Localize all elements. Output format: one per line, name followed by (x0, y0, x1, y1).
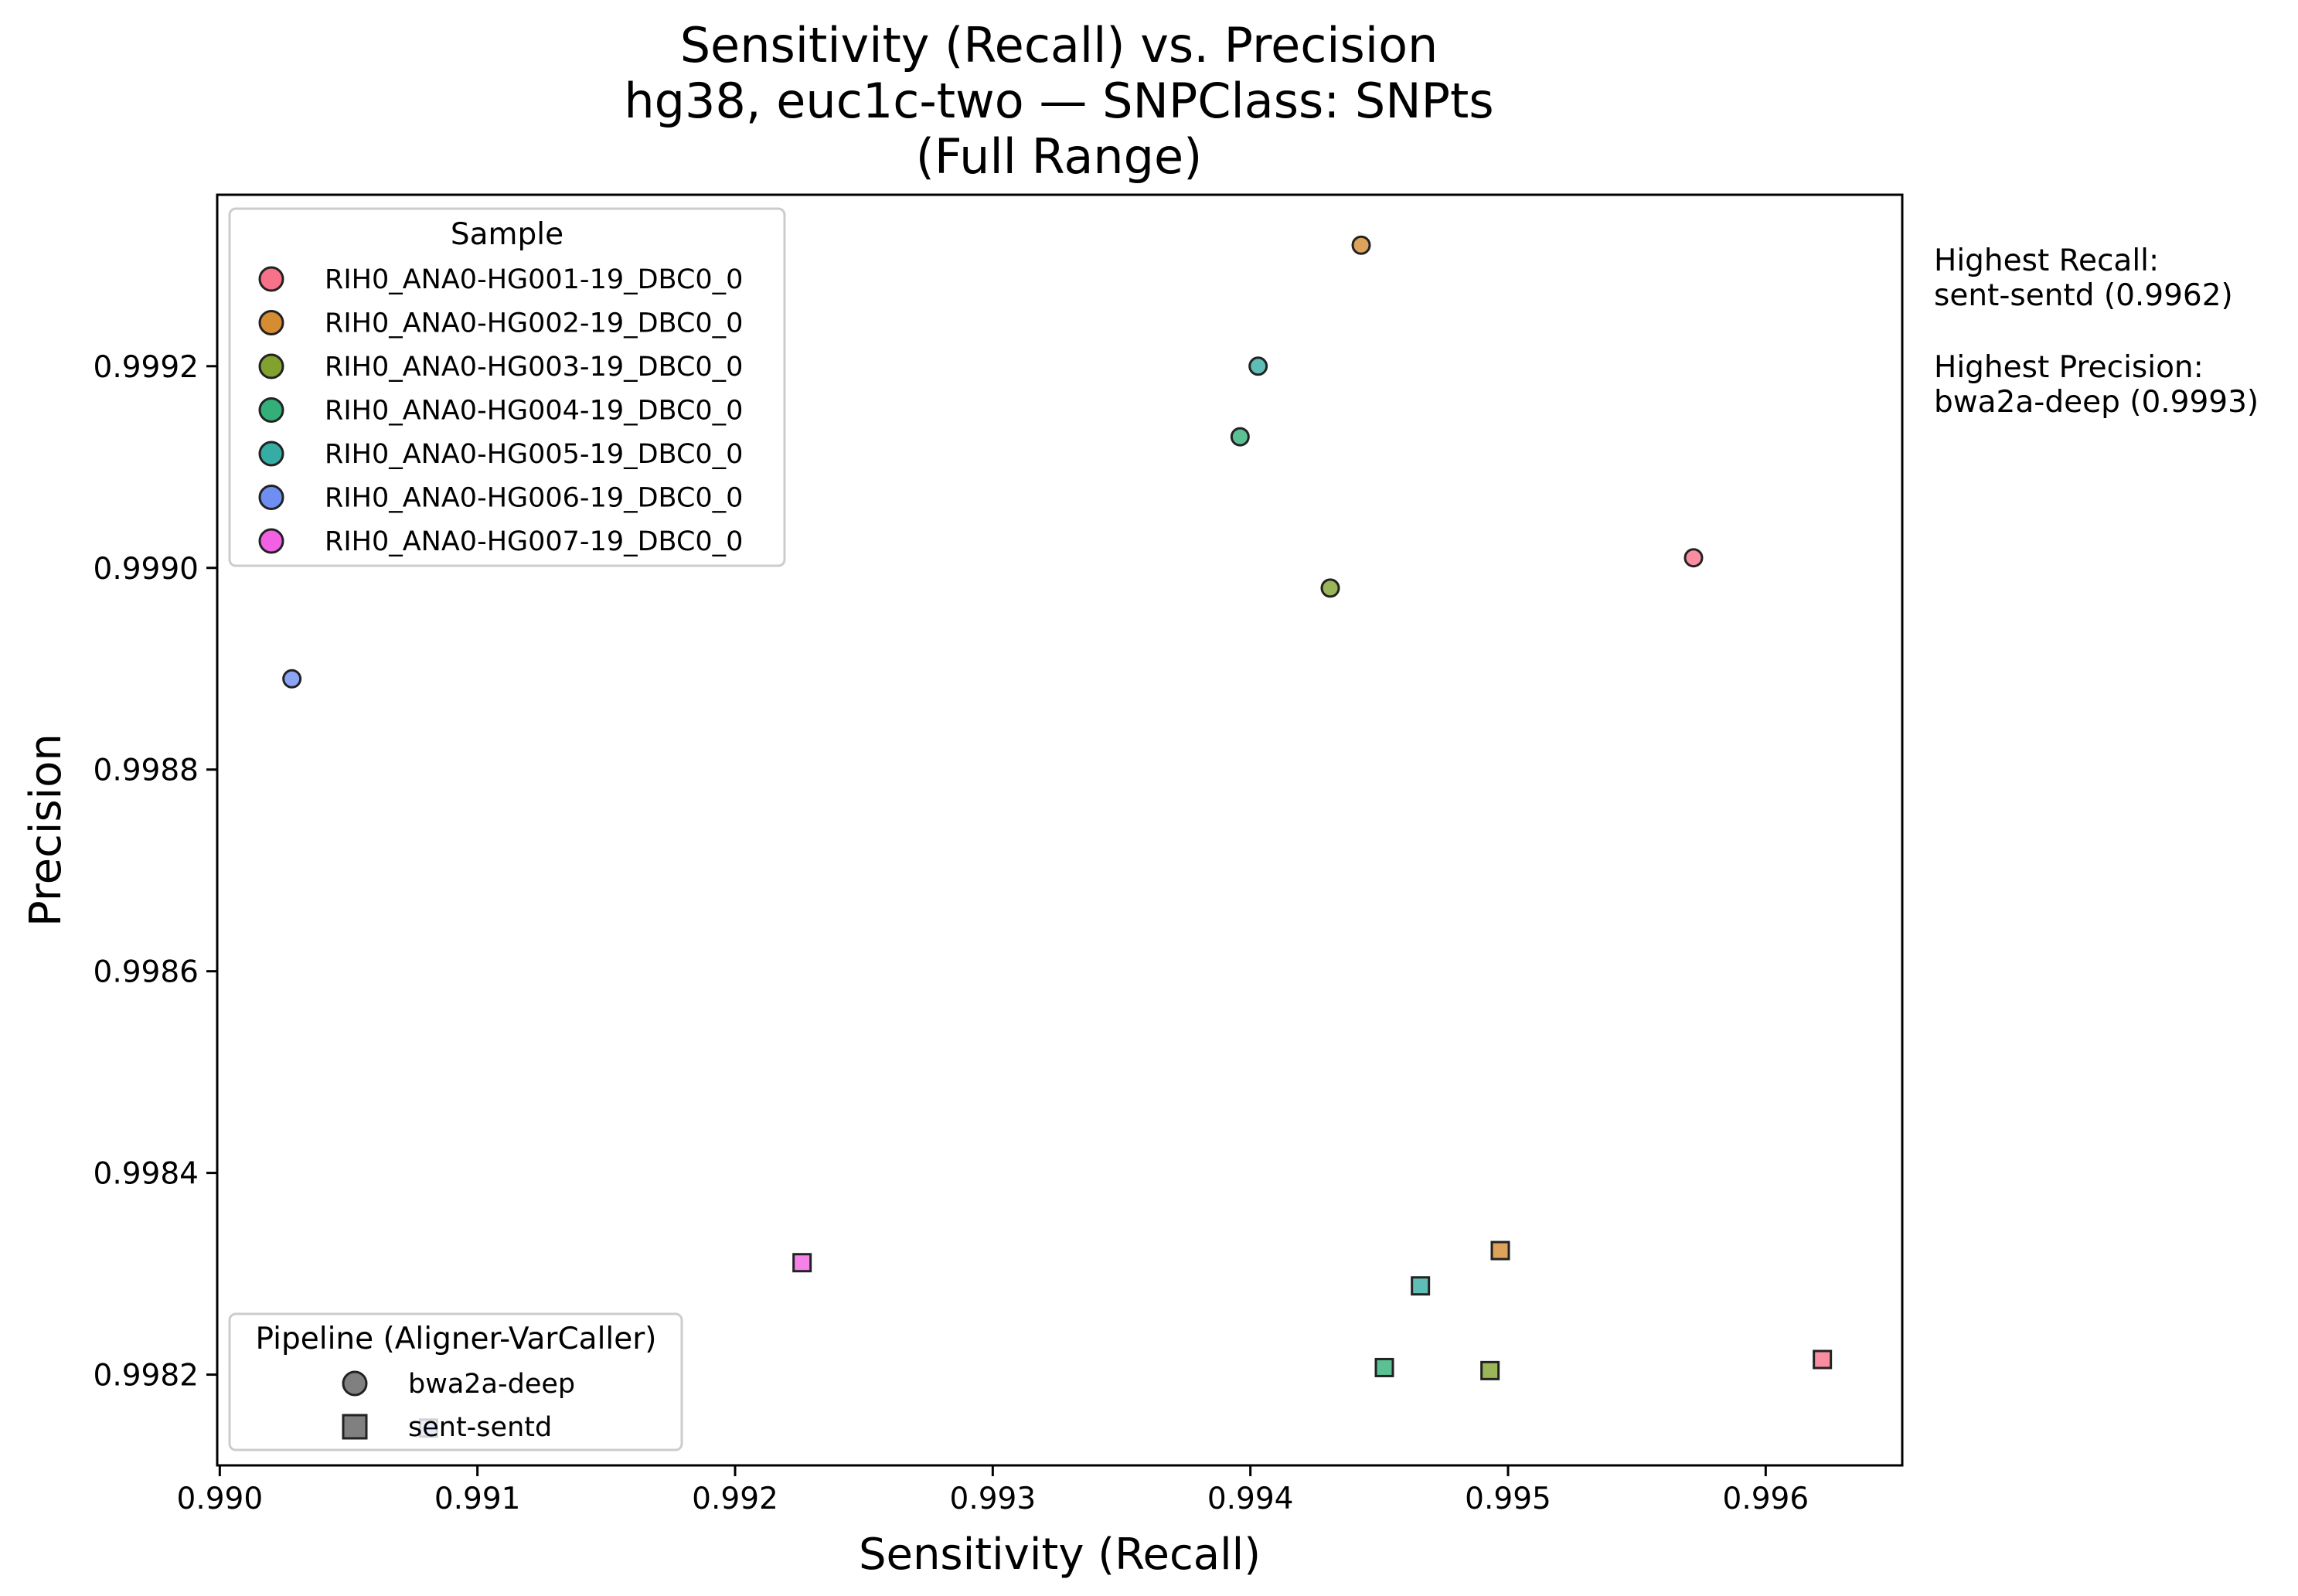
pipeline-legend-title: Pipeline (Aligner-VarCaller) (255, 1322, 656, 1356)
x-tick-label: 0.995 (1465, 1482, 1551, 1516)
y-tick-label: 0.9992 (94, 350, 199, 385)
chart-title: Sensitivity (Recall) vs. Precision hg38,… (624, 17, 1493, 185)
sample-legend-label: RIH0_ANA0-HG007-19_DBC0_0 (325, 526, 743, 557)
x-tick-label: 0.994 (1207, 1482, 1294, 1516)
highest-precision-heading: Highest Precision: (1934, 350, 2204, 385)
x-tick-label: 0.992 (692, 1482, 778, 1516)
chart-title-line-3: (Full Range) (916, 128, 1203, 185)
data-point-sent-sentd (792, 1253, 812, 1273)
chart-title-line-1: Sensitivity (Recall) vs. Precision (680, 17, 1438, 73)
sample-legend-label: RIH0_ANA0-HG006-19_DBC0_0 (325, 483, 743, 514)
chart-title-line-2: hg38, euc1c-two — SNPClass: SNPts (624, 73, 1493, 129)
x-tick-label: 0.993 (950, 1482, 1037, 1516)
x-tick-label: 0.991 (434, 1482, 521, 1516)
legend-marker-circle (258, 310, 284, 335)
legend-marker-circle (258, 353, 284, 379)
legend-marker-circle (258, 397, 284, 423)
data-point-bwa2a-deep (1320, 578, 1340, 598)
sample-legend-label: RIH0_ANA0-HG003-19_DBC0_0 (325, 352, 743, 383)
data-point-bwa2a-deep (1351, 235, 1371, 255)
sample-legend-label: RIH0_ANA0-HG001-19_DBC0_0 (325, 264, 743, 295)
y-tick-label: 0.9986 (94, 955, 199, 990)
y-tick-label: 0.9988 (94, 754, 199, 788)
x-tick-label: 0.990 (177, 1482, 264, 1516)
data-point-sent-sentd (1813, 1349, 1833, 1370)
data-point-bwa2a-deep (1683, 548, 1704, 568)
sample-legend-label: RIH0_ANA0-HG005-19_DBC0_0 (325, 439, 743, 470)
data-point-sent-sentd (1480, 1360, 1500, 1380)
y-axis-ticks: 0.9982 0.9984 0.9986 0.9988 0.9990 0.9992 (94, 350, 217, 1394)
data-point-sent-sentd (1374, 1357, 1394, 1377)
y-tick-label: 0.9990 (94, 552, 199, 587)
legend-marker-circle (258, 528, 284, 554)
sample-legend-box (228, 207, 786, 567)
data-point-bwa2a-deep (1230, 427, 1250, 447)
x-axis-label: Sensitivity (Recall) (859, 1530, 1261, 1580)
legend-marker-square (342, 1414, 368, 1440)
pipeline-legend-items: bwa2a-deep sent-sentd (342, 1369, 575, 1443)
y-tick-label: 0.9982 (94, 1359, 199, 1394)
data-point-bwa2a-deep (282, 669, 302, 689)
y-tick-label: 0.9984 (94, 1157, 199, 1192)
data-point-sent-sentd (1411, 1276, 1431, 1296)
legend-marker-circle (342, 1370, 368, 1397)
pipeline-legend-label: sent-sentd (408, 1412, 552, 1443)
legend-marker-circle (258, 266, 284, 292)
highest-precision-value: bwa2a-deep (0.9993) (1934, 385, 2259, 420)
sample-legend-items: RIH0_ANA0-HG001-19_DBC0_0 RIH0_ANA0-HG002… (258, 264, 743, 557)
highest-recall-heading: Highest Recall: (1934, 243, 2159, 278)
data-points (282, 235, 1833, 1438)
sample-legend: Sample RIH0_ANA0-HG001-19_DBC0_0RIH0_ANA… (228, 207, 786, 567)
y-axis-label: Precision (21, 733, 71, 927)
legend-marker-circle (258, 441, 284, 467)
x-axis-ticks: 0.990 0.991 0.992 0.993 0.994 0.995 0.996 (177, 1465, 1809, 1516)
sample-legend-label: RIH0_ANA0-HG004-19_DBC0_0 (325, 396, 743, 427)
sample-legend-title: Sample (451, 217, 563, 252)
pipeline-legend: Pipeline (Aligner-VarCaller) bwa2a-deep s… (228, 1312, 683, 1451)
x-tick-label: 0.996 (1723, 1482, 1809, 1516)
data-point-bwa2a-deep (1248, 356, 1268, 376)
legend-marker-circle (258, 485, 284, 510)
data-point-sent-sentd (1490, 1240, 1510, 1261)
plot-area-frame (216, 193, 1904, 1467)
highest-recall-value: sent-sentd (0.9962) (1934, 278, 2233, 313)
best-scores-annotation: Highest Recall: sent-sentd (0.9962) High… (1934, 243, 2259, 420)
pipeline-legend-label: bwa2a-deep (408, 1369, 575, 1400)
sample-legend-label: RIH0_ANA0-HG002-19_DBC0_0 (325, 308, 743, 339)
